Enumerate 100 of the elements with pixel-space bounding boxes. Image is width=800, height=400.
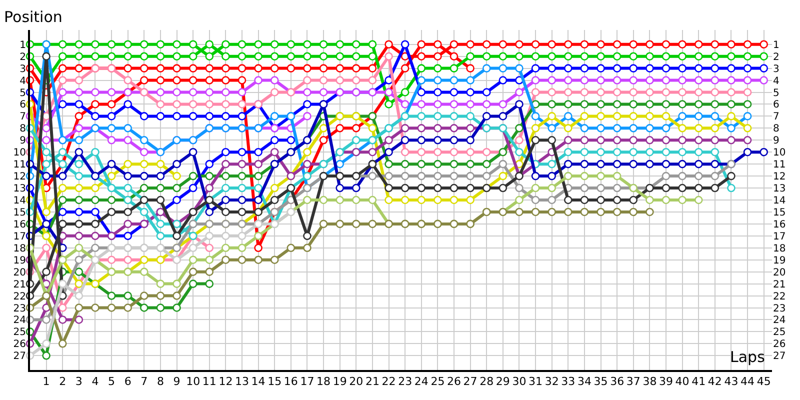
y2-tick-label: 22: [773, 291, 786, 302]
y2-tick-label: 20: [773, 267, 786, 278]
x-tick-label: 18: [316, 375, 331, 388]
x-tick-label: 30: [512, 375, 526, 388]
x-tick-label: 6: [124, 375, 132, 388]
y2-tick-label: 4: [773, 76, 780, 87]
x-tick-label: 7: [140, 375, 148, 388]
y2-tick-label: 21: [773, 279, 786, 290]
x-tick-label: 17: [300, 375, 314, 388]
x-tick-label: 22: [382, 375, 396, 388]
y2-tick-label: 13: [773, 184, 786, 195]
y2-tick-label: 9: [773, 136, 780, 147]
x-tick-label: 34: [577, 375, 592, 388]
y2-tick-label: 6: [773, 100, 780, 111]
x-tick-label: 38: [642, 375, 657, 388]
y-tick-label: 2: [20, 52, 26, 63]
x-tick-label: 14: [251, 375, 266, 388]
y2-tick-label: 5: [773, 88, 780, 99]
y-tick-label: 12: [13, 172, 26, 183]
x-tick-label: 11: [202, 375, 216, 388]
x-tick-label: 23: [398, 375, 412, 388]
x-tick-label: 3: [75, 375, 82, 388]
x-tick-label: 45: [756, 375, 771, 388]
y2-tick-label: 7: [773, 112, 780, 123]
x-tick-label: 4: [92, 375, 99, 388]
x-tick-label: 16: [284, 375, 298, 388]
y-tick-label: 27: [13, 351, 26, 362]
y2-tick-label: 12: [773, 172, 786, 183]
y2-tick-label: 24: [773, 315, 786, 326]
x-tick-label: 42: [708, 375, 722, 388]
x-tick-label: 13: [235, 375, 249, 388]
y-tick-label: 22: [13, 291, 26, 302]
y2-tick-label: 14: [773, 196, 786, 206]
y2-tick-label: 25: [773, 327, 786, 338]
y-tick-label: 7: [20, 112, 26, 123]
y-tick-label: 6: [20, 100, 26, 111]
x-tick-label: 5: [108, 375, 116, 388]
y-tick-label: 5: [20, 88, 26, 99]
y2-tick-label: 8: [773, 124, 780, 135]
x-tick-label: 39: [659, 375, 673, 388]
x-tick-label: 20: [349, 375, 364, 388]
x-tick-label: 29: [496, 375, 510, 388]
y2-tick-label: 23: [773, 303, 786, 314]
x-tick-label: 24: [414, 375, 428, 388]
x-tick-label: 44: [740, 375, 755, 388]
x-tick-label: 9: [173, 375, 180, 388]
y-tick-label: 9: [20, 136, 26, 147]
x-tick-label: 25: [430, 375, 445, 388]
x-tick-label: 37: [626, 375, 640, 388]
y-tick-label: 25: [13, 327, 26, 338]
y-tick-label: 15: [13, 207, 26, 218]
y2-tick-label: 26: [773, 339, 786, 350]
x-tick-label: 15: [268, 375, 282, 388]
x-tick-label: 19: [332, 375, 347, 388]
y-tick-label: 1: [20, 40, 26, 51]
y-tick-label: 13: [13, 184, 26, 195]
x-tick-label: 41: [692, 375, 706, 388]
x-tick-label: 10: [186, 375, 200, 388]
y-tick-label: 16: [13, 219, 26, 230]
y2-tick-label: 2: [773, 52, 780, 63]
y-tick-label: 10: [13, 148, 26, 159]
y-tick-label: 20: [13, 267, 26, 278]
y-tick-label: 24: [13, 315, 26, 326]
x-tick-label: 32: [544, 375, 559, 388]
y2-tick-label: 19: [773, 255, 786, 266]
x-tick-label: 8: [156, 375, 164, 388]
x-tick-label: 43: [724, 375, 738, 388]
y2-tick-label: 27: [773, 351, 786, 362]
y2-tick-label: 17: [773, 231, 786, 242]
y-tick-label: 23: [13, 303, 26, 314]
x-tick-label: 36: [610, 375, 624, 388]
y-tick-label: 4: [20, 76, 26, 87]
y-tick-label: 17: [13, 231, 26, 242]
y-tick-label: 26: [13, 339, 26, 350]
x-tick-label: 21: [365, 375, 380, 388]
y-tick-label: 8: [20, 124, 26, 135]
y2-tick-label: 1: [773, 40, 780, 51]
x-tick-label: 1: [42, 375, 50, 388]
x-axis-title: Laps: [730, 348, 766, 366]
y-tick-label: 14: [13, 196, 26, 206]
y2-tick-label: 3: [773, 64, 780, 75]
y-tick-label: 19: [13, 255, 26, 266]
x-tick-label: 2: [59, 375, 66, 388]
x-tick-label: 31: [528, 375, 543, 388]
y-tick-label: 11: [13, 160, 26, 171]
x-tick-label: 35: [594, 375, 608, 388]
y-tick-label: 18: [13, 243, 26, 254]
x-tick-label: 26: [447, 375, 461, 388]
y-axis-title: Position: [4, 8, 62, 26]
x-tick-label: 12: [218, 375, 233, 388]
y-tick-label: 21: [13, 279, 26, 290]
y2-tick-label: 18: [773, 243, 786, 254]
x-tick-label: 40: [675, 375, 690, 388]
y2-tick-label: 11: [773, 160, 786, 171]
x-tick-label: 33: [561, 375, 576, 388]
y2-tick-label: 10: [773, 148, 786, 159]
x-tick-label: 27: [463, 375, 478, 388]
y-tick-label: 3: [20, 64, 26, 75]
y2-tick-label: 15: [773, 207, 786, 218]
x-tick-label: 28: [480, 375, 494, 388]
